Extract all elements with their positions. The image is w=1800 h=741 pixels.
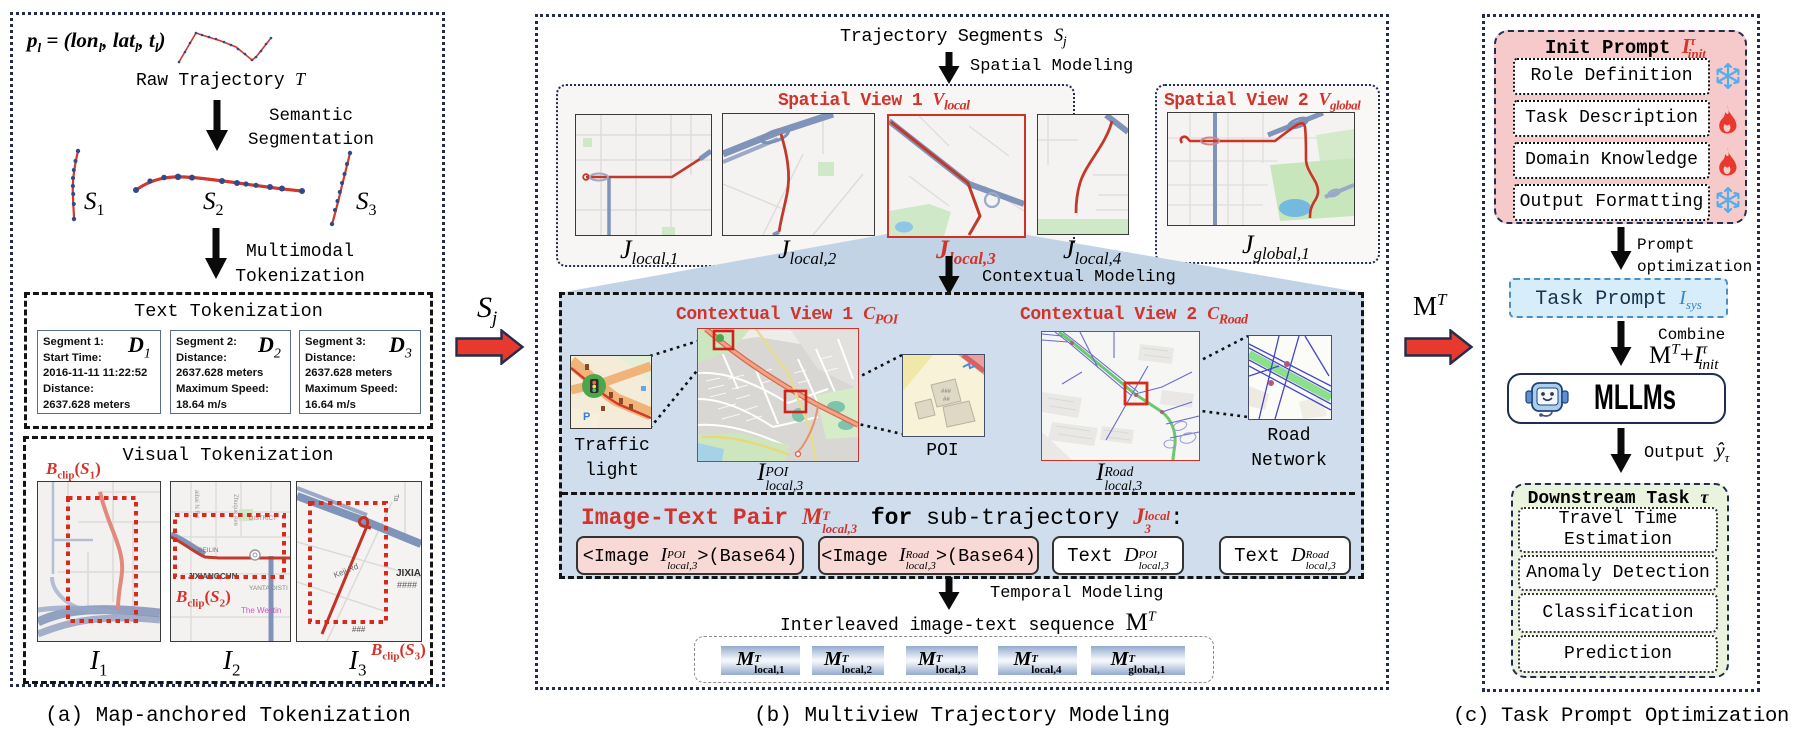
svg-text:JIXIANG: JIXIANG bbox=[396, 568, 422, 579]
svg-text:The Westin: The Westin bbox=[241, 606, 281, 615]
svg-text:DISTRICT: DISTRICT bbox=[249, 516, 277, 522]
svg-text:BEILIN: BEILIN bbox=[198, 547, 219, 554]
svg-text:####: #### bbox=[397, 580, 417, 590]
svg-text:Zhuque Ave: Zhuque Ave bbox=[232, 494, 238, 527]
svg-text:aibai N Rd: aibai N Rd bbox=[193, 490, 199, 518]
svg-text:YANTA DISTI: YANTA DISTI bbox=[249, 585, 288, 592]
svg-text:###: ### bbox=[941, 389, 952, 395]
svg-text:###: ### bbox=[352, 625, 366, 634]
svg-text:##: ## bbox=[943, 397, 950, 403]
svg-text:Ta: Ta bbox=[392, 494, 399, 502]
svg-text:JIXIANGCUN: JIXIANGCUN bbox=[188, 572, 238, 581]
svg-text:P: P bbox=[583, 411, 590, 423]
